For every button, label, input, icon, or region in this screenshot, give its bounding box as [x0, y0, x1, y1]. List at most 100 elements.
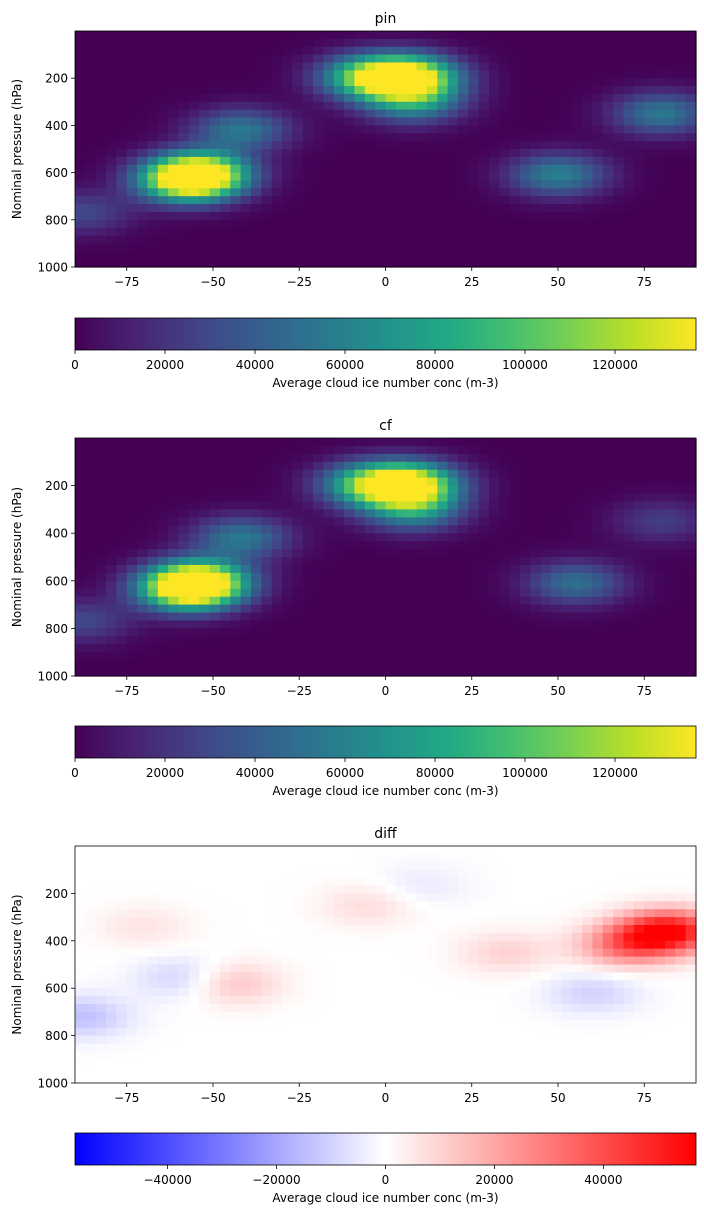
heatmap-cell [302, 125, 314, 134]
heatmap-cell [540, 612, 552, 622]
heatmap-cell [95, 62, 107, 71]
heatmap-cell [602, 70, 614, 79]
heatmap-cell [489, 251, 500, 260]
heatmap-cell [116, 652, 128, 661]
heatmap-cell [178, 243, 190, 252]
heatmap-cell [644, 533, 656, 542]
heatmap-cell [375, 180, 387, 189]
heatmap-cell [178, 612, 190, 622]
heatmap-cell [623, 893, 635, 902]
heatmap-cell [664, 235, 676, 244]
heatmap-cell [323, 469, 335, 479]
heatmap-cell [478, 31, 490, 40]
heatmap-cell [675, 940, 687, 950]
heatmap-cell [116, 188, 128, 197]
heatmap-cell [302, 636, 314, 645]
heatmap-cell [416, 141, 428, 150]
heatmap-cell [188, 46, 200, 56]
heatmap-cell [664, 628, 676, 637]
heatmap-cell [85, 117, 97, 126]
heatmap-cell [644, 932, 656, 942]
heatmap-cell [685, 93, 697, 103]
heatmap-cell [561, 846, 573, 855]
heatmap-cell [168, 259, 180, 268]
heatmap-cell [126, 644, 138, 653]
heatmap-cell [116, 972, 128, 981]
heatmap-cell [137, 877, 149, 887]
heatmap-cell [685, 877, 697, 887]
heatmap-cell [240, 988, 252, 997]
heatmap-cell [271, 86, 283, 95]
heatmap-cell [406, 243, 418, 252]
heatmap-cell [437, 259, 449, 268]
heatmap-cell [209, 219, 221, 229]
heatmap-cell [209, 259, 221, 268]
heatmap-cell [116, 861, 128, 871]
colorbar-tick-label: 100000 [502, 358, 548, 372]
heatmap-cell [395, 509, 407, 518]
heatmap-cell [654, 477, 666, 487]
heatmap-cell [613, 38, 625, 48]
heatmap-cell [406, 141, 418, 150]
heatmap-cell [209, 509, 221, 518]
heatmap-cell [395, 901, 407, 910]
heatmap-cell [664, 668, 676, 677]
heatmap-cell [468, 31, 480, 40]
heatmap-cell [333, 38, 345, 48]
heatmap-cell [333, 125, 345, 134]
heatmap-cell [468, 251, 480, 260]
heatmap-cell [395, 477, 407, 487]
heatmap-cell [571, 477, 583, 487]
heatmap-cell [333, 227, 345, 237]
heatmap-cell [157, 172, 169, 182]
heatmap-cell [623, 86, 635, 95]
heatmap-cell [385, 557, 397, 566]
heatmap-cell [416, 932, 428, 942]
heatmap-cell [654, 501, 666, 510]
heatmap-cell [675, 235, 687, 244]
heatmap-cell [540, 596, 552, 606]
heatmap-cell [602, 533, 614, 542]
heatmap-cell [261, 141, 273, 150]
heatmap-cell [571, 901, 583, 910]
heatmap-cell [116, 509, 128, 518]
heatmap-cell [313, 117, 324, 126]
heatmap-cell [437, 204, 449, 213]
heatmap-cell [178, 109, 190, 119]
heatmap-cell [509, 996, 521, 1005]
heatmap-cell [147, 86, 159, 95]
heatmap-cell [385, 117, 397, 126]
heatmap-cell [126, 869, 138, 879]
heatmap-cell [426, 125, 438, 134]
heatmap-cell [85, 596, 97, 606]
heatmap-cell [592, 996, 604, 1005]
heatmap-cell [592, 117, 604, 126]
heatmap-cell [188, 180, 200, 189]
heatmap-cell [406, 485, 418, 495]
heatmap-cell [261, 572, 273, 582]
heatmap-cell [219, 628, 231, 637]
heatmap-cell [302, 909, 314, 918]
heatmap-cell [240, 948, 252, 958]
heatmap-cell [126, 1004, 138, 1013]
heatmap-cell [344, 604, 356, 614]
heatmap-cell [520, 501, 531, 510]
heatmap-cell [261, 525, 273, 534]
heatmap-cell [468, 156, 480, 166]
heatmap-cell [292, 125, 304, 134]
heatmap-cell [530, 932, 542, 942]
heatmap-cell [126, 477, 138, 487]
heatmap-cell [282, 251, 293, 260]
heatmap-cell [633, 62, 645, 71]
heatmap-cell [633, 940, 645, 950]
heatmap-cell [333, 93, 345, 103]
heatmap-cell [209, 917, 221, 926]
heatmap-cell [75, 885, 86, 894]
heatmap-cell [540, 869, 552, 879]
heatmap-cell [292, 54, 304, 64]
heatmap-cell [333, 572, 345, 582]
heatmap-cell [571, 596, 583, 606]
heatmap-cell [126, 156, 138, 166]
heatmap-cell [561, 101, 573, 111]
heatmap-cell [95, 628, 107, 637]
